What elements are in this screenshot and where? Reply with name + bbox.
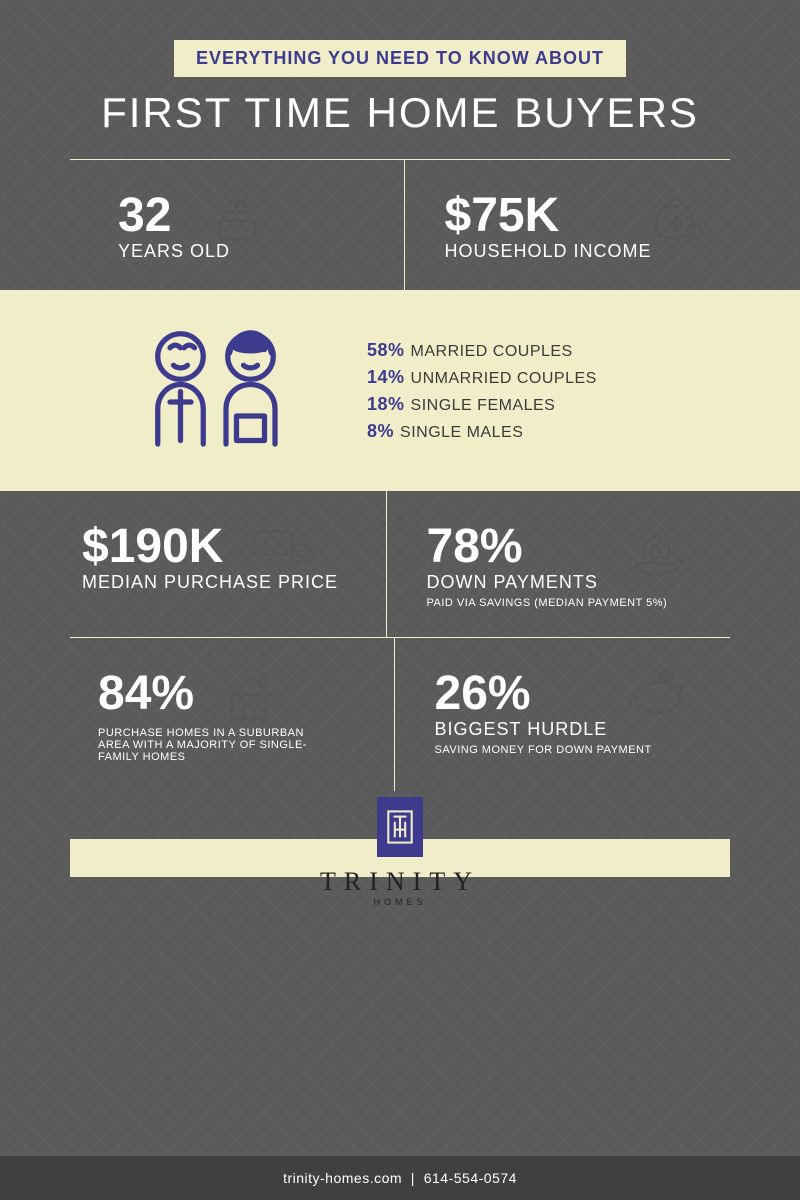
cash-icon xyxy=(252,525,314,576)
header: EVERYTHING YOU NEED TO KNOW ABOUT FIRST … xyxy=(0,0,800,137)
stat-purchase-label: MEDIAN PURCHASE PRICE xyxy=(82,572,374,593)
footer: trinity-homes.com | 614-554-0574 xyxy=(0,1156,800,1200)
cake-icon xyxy=(210,194,264,253)
logo: TRINITY HOMES xyxy=(0,797,800,907)
demo-item: 14%UNMARRIED COUPLES xyxy=(367,367,730,388)
stat-row-2: $190K MEDIAN PURCHASE PRICE 78% xyxy=(70,491,730,637)
svg-text:$: $ xyxy=(663,672,668,682)
couple-icon xyxy=(70,318,367,463)
stat-suburban-value: 84% xyxy=(98,666,194,721)
logo-mark xyxy=(377,797,423,857)
stat-down-value: 78% xyxy=(427,519,523,574)
stat-purchase-value: $190K xyxy=(82,519,223,574)
stat-row-3: 84% PURCHASE HOMES IN A SUBURBAN AREA WI… xyxy=(70,638,730,791)
piggy-bank-icon: $ xyxy=(626,666,690,725)
money-bag-icon: $ xyxy=(646,190,704,253)
stat-row-1: 32 YEARS OLD $75K $ H xyxy=(70,160,730,290)
footer-phone: 614-554-0574 xyxy=(424,1170,517,1186)
logo-name: TRINITY xyxy=(0,867,800,897)
logo-sub: HOMES xyxy=(0,897,800,907)
stat-income-value: $75K xyxy=(445,188,560,243)
stat-hurdle-sub: SAVING MONEY FOR DOWN PAYMENT xyxy=(435,744,719,756)
demographics-list: 58%MARRIED COUPLES 14%UNMARRIED COUPLES … xyxy=(367,334,730,448)
stat-down-sub: PAID VIA SAVINGS (MEDIAN PAYMENT 5%) xyxy=(427,597,719,609)
supertitle: EVERYTHING YOU NEED TO KNOW ABOUT xyxy=(174,40,626,77)
demo-item: 8%SINGLE MALES xyxy=(367,421,730,442)
svg-text:$: $ xyxy=(673,217,681,233)
house-icon xyxy=(220,668,278,731)
stat-age-value: 32 xyxy=(118,188,171,243)
footer-url: trinity-homes.com xyxy=(283,1170,402,1186)
demographics-band: 58%MARRIED COUPLES 14%UNMARRIED COUPLES … xyxy=(0,290,800,491)
stat-hurdle-value: 26% xyxy=(435,666,531,721)
demo-item: 18%SINGLE FEMALES xyxy=(367,394,730,415)
stat-suburban-sub: PURCHASE HOMES IN A SUBURBAN AREA WITH A… xyxy=(98,727,328,763)
hand-house-icon xyxy=(626,519,696,584)
demo-item: 58%MARRIED COUPLES xyxy=(367,340,730,361)
main-title: FIRST TIME HOME BUYERS xyxy=(0,89,800,137)
